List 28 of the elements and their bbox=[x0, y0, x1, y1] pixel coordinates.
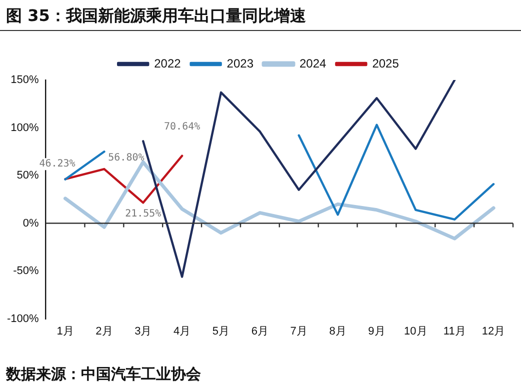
data-label: 70.64% bbox=[164, 121, 200, 132]
x-tick-label: 11月 bbox=[443, 325, 466, 338]
x-tick-label: 6月 bbox=[251, 325, 268, 338]
data-label: 46.23% bbox=[39, 158, 76, 170]
y-tick-label: 0% bbox=[22, 217, 40, 230]
legend-label: 2025 bbox=[372, 56, 400, 70]
x-tick-label: 10月 bbox=[404, 325, 428, 338]
legend-label: 2024 bbox=[300, 56, 327, 70]
x-tick-label: 9月 bbox=[368, 325, 386, 338]
y-tick-label: 100% bbox=[10, 122, 40, 134]
y-tick-label: -100% bbox=[7, 312, 40, 325]
x-tick-label: 2月 bbox=[96, 325, 113, 338]
x-tick-label: 7月 bbox=[290, 325, 308, 338]
chart-title: 图 35：我国新能源乘用车出口量同比增速 bbox=[6, 6, 306, 27]
y-tick-label: 150% bbox=[10, 74, 40, 86]
y-tick-label: 50% bbox=[16, 170, 39, 182]
data-label: 21.55% bbox=[125, 208, 162, 220]
legend-label: 2023 bbox=[226, 56, 254, 70]
x-tick-label: 5月 bbox=[212, 325, 230, 338]
y-tick-label: -50% bbox=[13, 265, 40, 278]
x-tick-label: 4月 bbox=[174, 325, 191, 338]
x-tick-label: 1月 bbox=[56, 325, 74, 338]
source-note: 数据来源：中国汽车工业协会 bbox=[6, 365, 201, 384]
data-label: 56.80% bbox=[108, 152, 144, 164]
x-tick-label: 8月 bbox=[329, 325, 346, 338]
x-tick-label: 12月 bbox=[482, 325, 506, 338]
x-tick-label: 3月 bbox=[134, 325, 152, 338]
legend-label: 2022 bbox=[154, 56, 182, 70]
